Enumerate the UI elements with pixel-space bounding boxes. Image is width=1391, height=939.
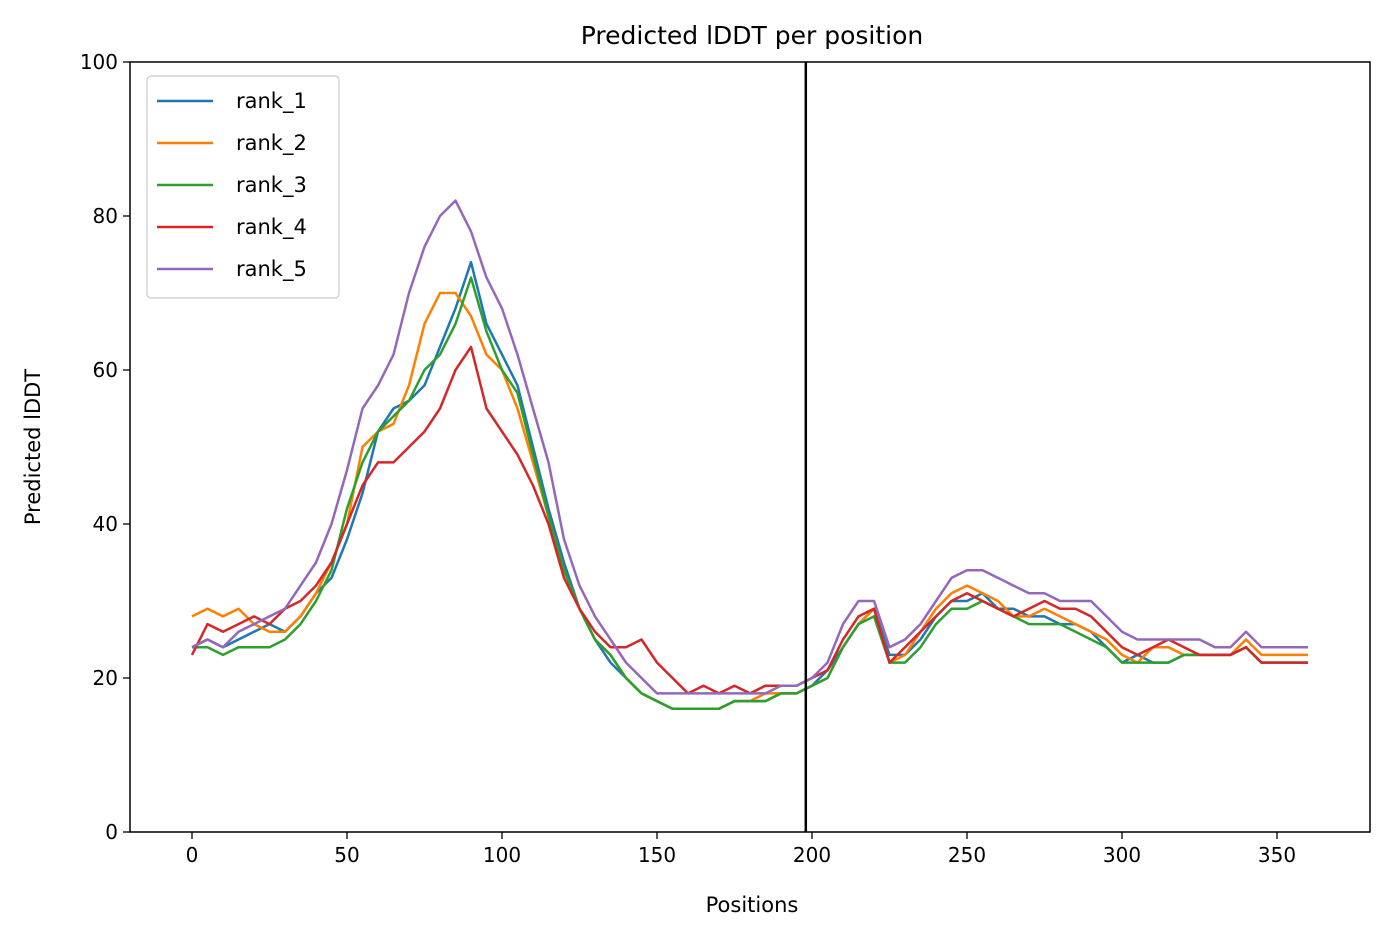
- y-tick-label: 100: [80, 50, 118, 74]
- legend-box: [146, 75, 340, 299]
- y-tick-label: 20: [93, 666, 118, 690]
- x-axis-label: Positions: [706, 893, 799, 917]
- series-line-rank-3: [192, 276, 1308, 711]
- x-tick-label: 350: [1258, 843, 1296, 867]
- plot-frame: [129, 61, 1371, 833]
- legend-label-rank-5: rank_5: [236, 257, 307, 282]
- y-tick-label: 0: [105, 820, 118, 844]
- chart-title: Predicted lDDT per position: [581, 21, 923, 50]
- series-line-rank-5: [191, 199, 1308, 695]
- y-tick-label: 40: [93, 512, 118, 536]
- x-tick-label: 250: [948, 843, 986, 867]
- legend: rank_1 rank_2 rank_3 rank_4 rank_5: [146, 75, 340, 299]
- x-axis-ticks: 0 50 100 150 200 250 300 350: [186, 832, 1296, 867]
- y-tick-label: 60: [93, 358, 118, 382]
- y-tick-label: 80: [93, 204, 118, 228]
- x-tick-label: 50: [334, 843, 359, 867]
- x-tick-label: 200: [793, 843, 831, 867]
- y-axis-ticks: 0 20 40 60 80 100: [80, 50, 130, 844]
- series-line-rank-4: [190, 345, 1308, 695]
- x-tick-label: 0: [186, 843, 199, 867]
- legend-label-rank-2: rank_2: [236, 131, 307, 156]
- series-lines: [190, 199, 1308, 711]
- legend-label-rank-1: rank_1: [236, 89, 307, 114]
- series-line-rank-1: [191, 260, 1308, 711]
- y-axis-label: Predicted lDDT: [21, 369, 45, 525]
- x-tick-label: 300: [1103, 843, 1141, 867]
- x-tick-label: 150: [638, 843, 676, 867]
- legend-label-rank-3: rank_3: [236, 173, 307, 198]
- x-tick-label: 100: [483, 843, 521, 867]
- legend-label-rank-4: rank_4: [236, 215, 307, 240]
